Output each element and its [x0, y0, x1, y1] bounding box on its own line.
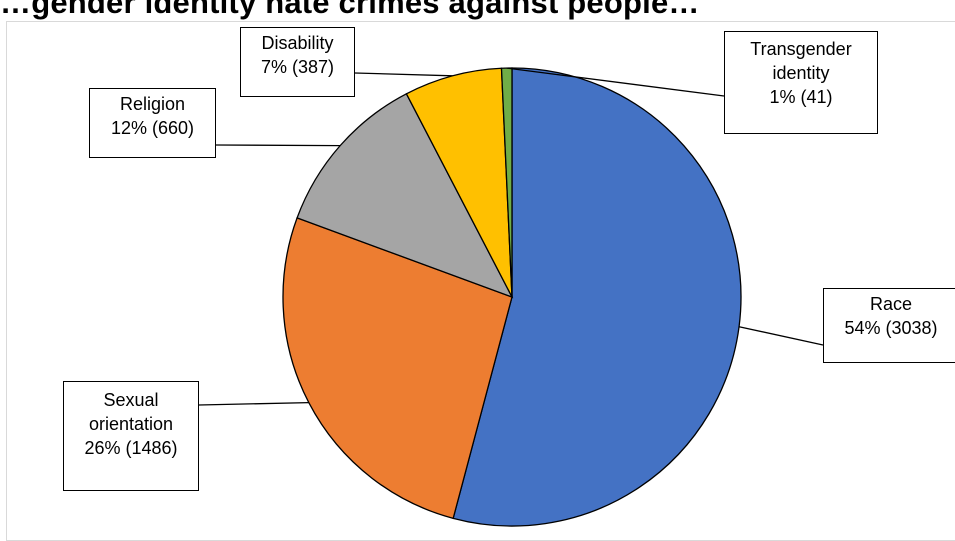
callout-disability-value: 7% (387) [260, 57, 335, 77]
chart-title-text: …gender identity hate crimes against peo… [0, 0, 700, 20]
callout-trans-name-1: Transgender [750, 39, 852, 59]
callout-sexual-name-2: orientation [88, 414, 174, 434]
callout-religion-name: Religion [119, 94, 186, 114]
callout-religion: Religion 12% (660) [89, 88, 216, 158]
callout-sexual-orientation: Sexual orientation 26% (1486) [63, 381, 199, 491]
callout-trans-value: 1% (41) [769, 87, 833, 107]
callout-sexual-name-1: Sexual [103, 390, 159, 410]
pie-slice-race [452, 67, 742, 527]
callout-race-value: 54% (3038) [844, 318, 938, 338]
pie-slice-sexual-orientation [282, 217, 513, 520]
leader-religion [215, 144, 341, 147]
leader-disability [354, 72, 453, 77]
leader-race [738, 326, 824, 346]
leader-sexual-orientation [198, 401, 309, 406]
callout-trans-name-2: identity [772, 63, 830, 83]
callout-religion-value: 12% (660) [110, 118, 195, 138]
callout-race: Race 54% (3038) [823, 288, 955, 363]
callout-race-name: Race [869, 294, 913, 314]
leader-transgender-identity [506, 67, 725, 97]
leader-lines [198, 67, 824, 406]
chart-title: …gender identity hate crimes against peo… [0, 0, 700, 21]
pie-slices [282, 67, 742, 527]
callout-disability-name: Disability [261, 33, 334, 53]
callout-transgender-identity: Transgender identity 1% (41) [724, 31, 878, 134]
callout-disability: Disability 7% (387) [240, 27, 355, 97]
callout-sexual-value: 26% (1486) [84, 438, 178, 458]
